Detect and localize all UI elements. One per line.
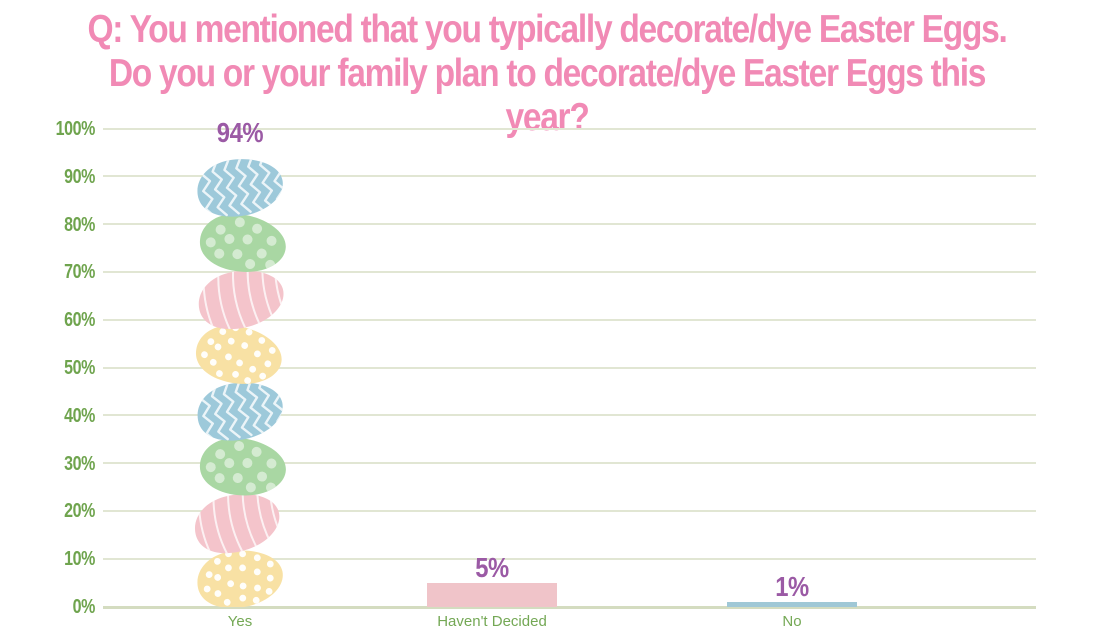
egg-yellow-icon — [193, 543, 286, 607]
gridline — [103, 414, 1036, 417]
category-label-yes: Yes — [227, 613, 253, 630]
chart-title: Q: You mentioned that you typically deco… — [87, 8, 1007, 140]
bar-havent-decided — [427, 583, 557, 607]
category-label-no: No — [782, 613, 802, 630]
value-label-yes: 94% — [216, 117, 264, 148]
y-tick-label: 80% — [64, 213, 95, 236]
bar-no — [727, 602, 857, 607]
gridline — [103, 509, 1036, 512]
y-tick-label: 60% — [64, 309, 95, 332]
value-label-no: 1% — [775, 571, 809, 602]
egg-green-icon — [196, 209, 289, 277]
gridline — [103, 175, 1036, 178]
y-tick-label: 0% — [72, 596, 96, 618]
egg-blue-icon — [193, 375, 288, 446]
y-tick-label: 30% — [64, 452, 95, 475]
y-tick-label: 100% — [55, 118, 96, 140]
egg-pink-icon — [188, 484, 286, 561]
y-tick-label: 10% — [64, 548, 95, 571]
egg-yellow-icon — [192, 318, 287, 390]
y-tick-label: 40% — [64, 404, 95, 427]
gridline — [103, 318, 1036, 321]
gridline — [103, 223, 1036, 226]
gridline — [103, 366, 1036, 369]
y-tick-label: 20% — [64, 500, 95, 523]
egg-blue-icon — [194, 158, 287, 222]
gridline — [103, 270, 1036, 273]
y-tick-label: 90% — [64, 165, 95, 188]
category-label-havent-decided: Haven't Decided — [437, 613, 547, 630]
y-tick-label: 70% — [64, 261, 95, 284]
bar-yes — [155, 158, 325, 607]
gridline — [103, 127, 1036, 130]
gridline — [103, 462, 1036, 465]
egg-green-icon — [197, 434, 289, 500]
gridline — [103, 557, 1036, 560]
value-label-havent-decided: 5% — [475, 552, 509, 583]
y-tick-label: 50% — [64, 357, 95, 379]
egg-stack-illustration — [155, 158, 325, 607]
x-axis-baseline — [103, 605, 1036, 609]
plot-area — [103, 127, 1036, 609]
egg-pink-icon — [193, 261, 289, 336]
